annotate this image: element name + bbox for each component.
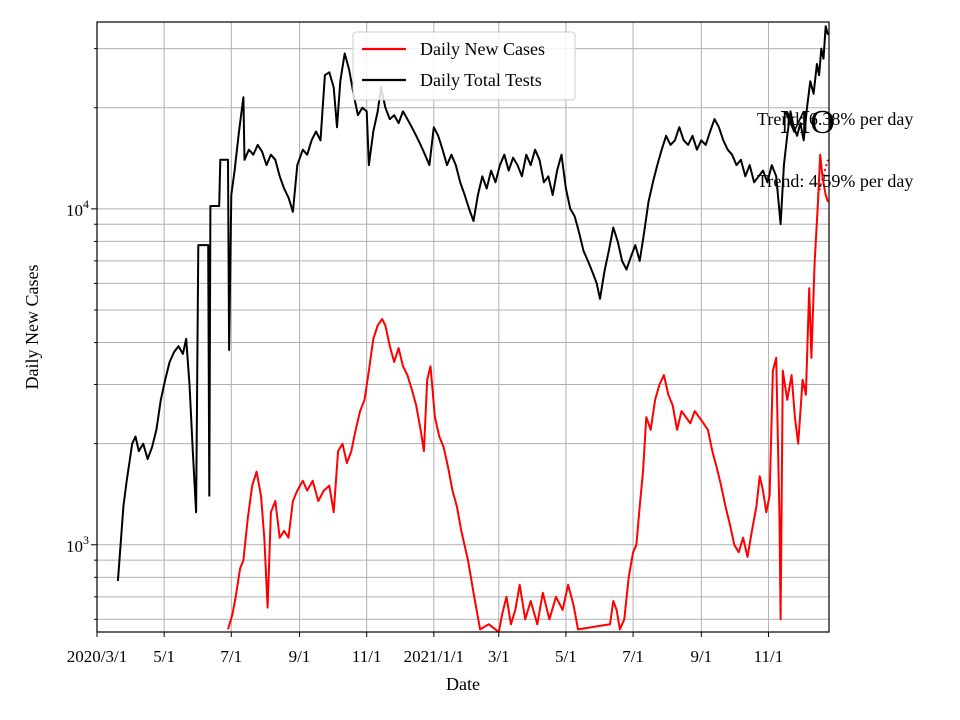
x-tick-label-8: 7/1 bbox=[622, 647, 644, 666]
x-axis-label: Date bbox=[446, 674, 480, 694]
x-tick-label-10: 11/1 bbox=[754, 647, 784, 666]
y-tick-label-0: 103 bbox=[66, 533, 89, 556]
x-tick-label-3: 9/1 bbox=[289, 647, 311, 666]
x-tick-label-4: 11/1 bbox=[352, 647, 382, 666]
x-tick-label-5: 2021/1/1 bbox=[404, 647, 464, 666]
series-layer bbox=[116, 25, 829, 632]
trend-annotation-1: Trend: 6.38% per day bbox=[757, 109, 913, 129]
x-tick-label-9: 9/1 bbox=[690, 647, 712, 666]
legend: Daily New Cases Daily Total Tests bbox=[352, 31, 576, 101]
trend-annotation-2: Trend: 4.59% per day bbox=[757, 171, 913, 191]
y-tick-label-1: 104 bbox=[66, 197, 89, 220]
grid bbox=[96, 22, 829, 632]
legend-box bbox=[352, 31, 576, 101]
logo-mark: MO bbox=[780, 104, 835, 141]
y-ticks: 103 104 bbox=[66, 48, 97, 620]
series-line-1 bbox=[116, 25, 829, 582]
trend-line-0 bbox=[817, 159, 829, 196]
series-line-0 bbox=[227, 153, 829, 632]
x-tick-label-1: 5/1 bbox=[153, 647, 175, 666]
legend-label-cases: Daily New Cases bbox=[420, 39, 545, 59]
x-tick-label-0: 2020/3/1 bbox=[67, 647, 127, 666]
x-tick-label-6: 3/1 bbox=[488, 647, 510, 666]
y-axis-label: Daily New Cases bbox=[22, 265, 42, 390]
plot-frame bbox=[96, 21, 830, 633]
x-tick-label-7: 5/1 bbox=[555, 647, 577, 666]
x-ticks: 2020/3/1 5/1 7/1 9/1 11/1 2021/1/1 3/1 5/1 7/1 9/… bbox=[67, 632, 783, 666]
x-tick-label-2: 7/1 bbox=[220, 647, 242, 666]
plot-background bbox=[97, 22, 829, 632]
legend-label-tests: Daily Total Tests bbox=[420, 70, 542, 90]
